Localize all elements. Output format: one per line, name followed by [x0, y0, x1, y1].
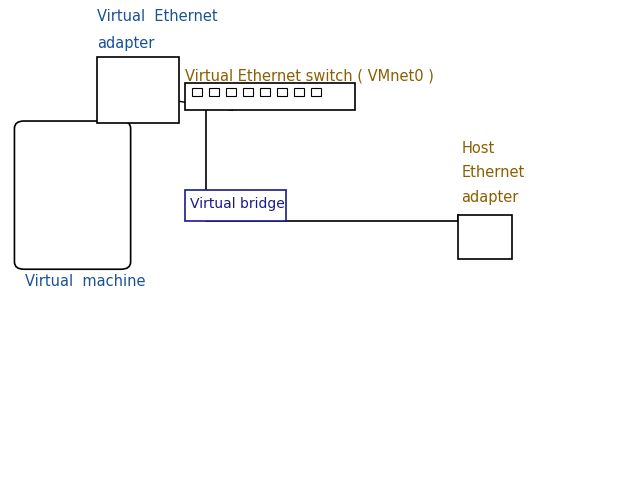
- FancyBboxPatch shape: [14, 121, 131, 269]
- Bar: [277, 88, 287, 96]
- Text: Virtual  Ethernet: Virtual Ethernet: [97, 9, 218, 24]
- Bar: [97, 57, 179, 124]
- Bar: [185, 83, 355, 110]
- Bar: [458, 215, 512, 259]
- Bar: [226, 88, 236, 96]
- Bar: [260, 88, 270, 96]
- Bar: [185, 190, 286, 221]
- Text: Virtual bridge: Virtual bridge: [190, 197, 284, 210]
- Bar: [294, 88, 304, 96]
- Text: Host: Host: [462, 141, 495, 156]
- Text: Virtual Ethernet switch ( VMnet0 ): Virtual Ethernet switch ( VMnet0 ): [185, 68, 434, 83]
- Bar: [311, 88, 321, 96]
- Text: adapter: adapter: [462, 190, 519, 205]
- Bar: [209, 88, 219, 96]
- Bar: [243, 88, 253, 96]
- Text: Virtual  machine: Virtual machine: [25, 274, 146, 289]
- Text: adapter: adapter: [97, 36, 154, 50]
- Bar: [192, 88, 202, 96]
- Text: Ethernet: Ethernet: [462, 165, 525, 180]
